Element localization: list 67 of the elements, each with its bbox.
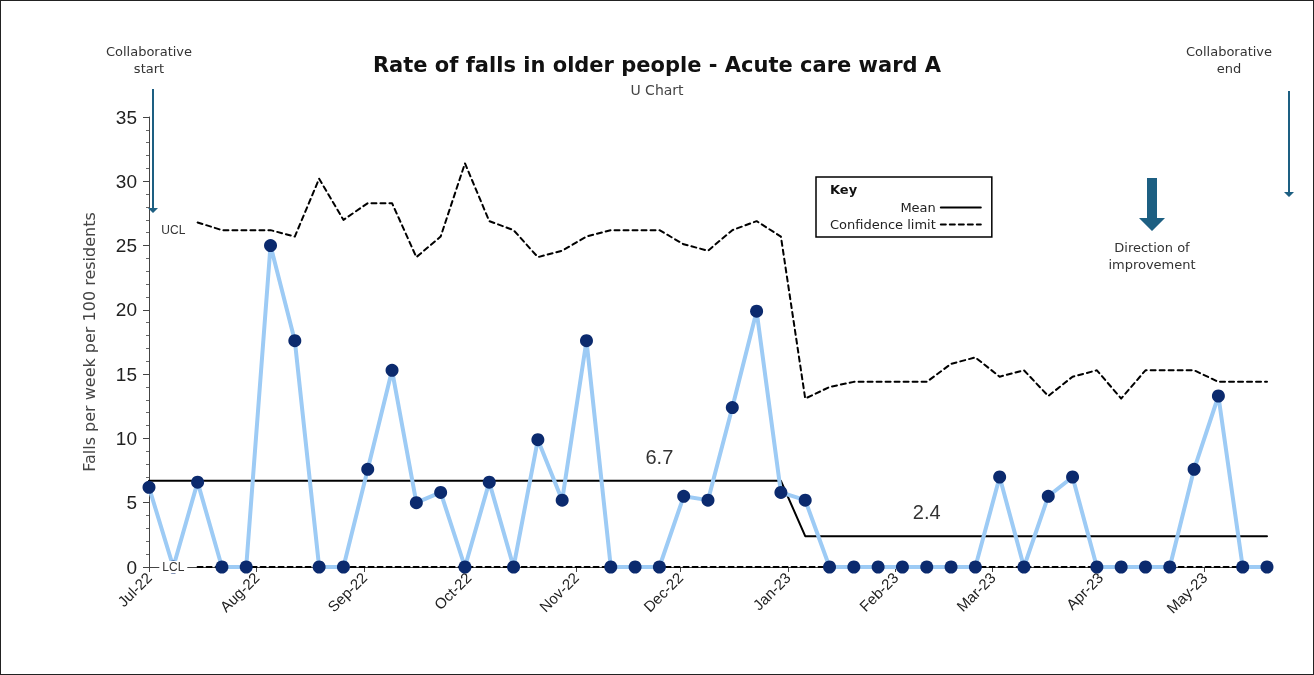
point <box>920 560 934 574</box>
legend-label: Confidence limit <box>829 217 936 232</box>
point <box>993 470 1007 484</box>
text: Collaborative start <box>104 43 194 77</box>
annotation: Direction of improvement <box>1107 239 1197 273</box>
legend-title: Key <box>830 182 858 197</box>
point <box>652 560 666 574</box>
point <box>750 304 764 318</box>
annotation: 2.4 <box>912 501 941 524</box>
point <box>1236 560 1250 574</box>
point <box>555 493 569 507</box>
point <box>239 560 253 574</box>
y-tick-label: 10 <box>115 427 137 449</box>
annotation: UCL <box>161 223 186 238</box>
point <box>677 489 691 503</box>
y-axis-title: Falls per week per 100 residents <box>79 212 99 472</box>
point <box>1138 560 1152 574</box>
text: Collaborative end <box>1184 43 1274 77</box>
point <box>507 560 521 574</box>
point <box>847 560 861 574</box>
point <box>1163 560 1177 574</box>
legend-label: Mean <box>900 200 936 215</box>
point <box>725 401 739 415</box>
point <box>1211 389 1225 403</box>
point <box>482 475 496 489</box>
point <box>823 560 837 574</box>
point <box>944 560 958 574</box>
y-tick-label: 20 <box>115 299 137 321</box>
point <box>191 475 205 489</box>
point <box>458 560 472 574</box>
point <box>798 493 812 507</box>
point <box>264 239 278 253</box>
line-series <box>196 162 1268 400</box>
point <box>1090 560 1104 574</box>
point <box>1041 489 1055 503</box>
point <box>361 462 375 476</box>
annotation: 6.7 <box>645 445 674 468</box>
point <box>774 485 788 499</box>
point <box>288 334 302 348</box>
point <box>1187 462 1201 476</box>
point <box>1017 560 1031 574</box>
point <box>385 363 399 377</box>
point <box>215 560 229 574</box>
y-tick-label: 15 <box>115 363 137 385</box>
y-tick-label: 30 <box>115 170 137 192</box>
point <box>531 433 545 447</box>
point <box>871 560 885 574</box>
point <box>1260 560 1274 574</box>
point <box>1114 560 1128 574</box>
point <box>628 560 642 574</box>
y-tick-label: 5 <box>126 492 137 514</box>
y-tick-label: 25 <box>115 235 137 257</box>
point <box>604 560 618 574</box>
point <box>895 560 909 574</box>
point <box>312 560 326 574</box>
point <box>336 560 350 574</box>
y-tick-label: 35 <box>115 106 137 128</box>
chart-title: Rate of falls in older people - Acute care ward A <box>372 52 942 77</box>
chart-subtitle: U Chart <box>630 82 685 98</box>
point <box>701 493 715 507</box>
y-tick-label: 0 <box>126 556 137 578</box>
point <box>409 496 423 510</box>
point <box>579 334 593 348</box>
point <box>434 485 448 499</box>
point <box>1066 470 1080 484</box>
point <box>142 480 156 494</box>
point <box>968 560 982 574</box>
